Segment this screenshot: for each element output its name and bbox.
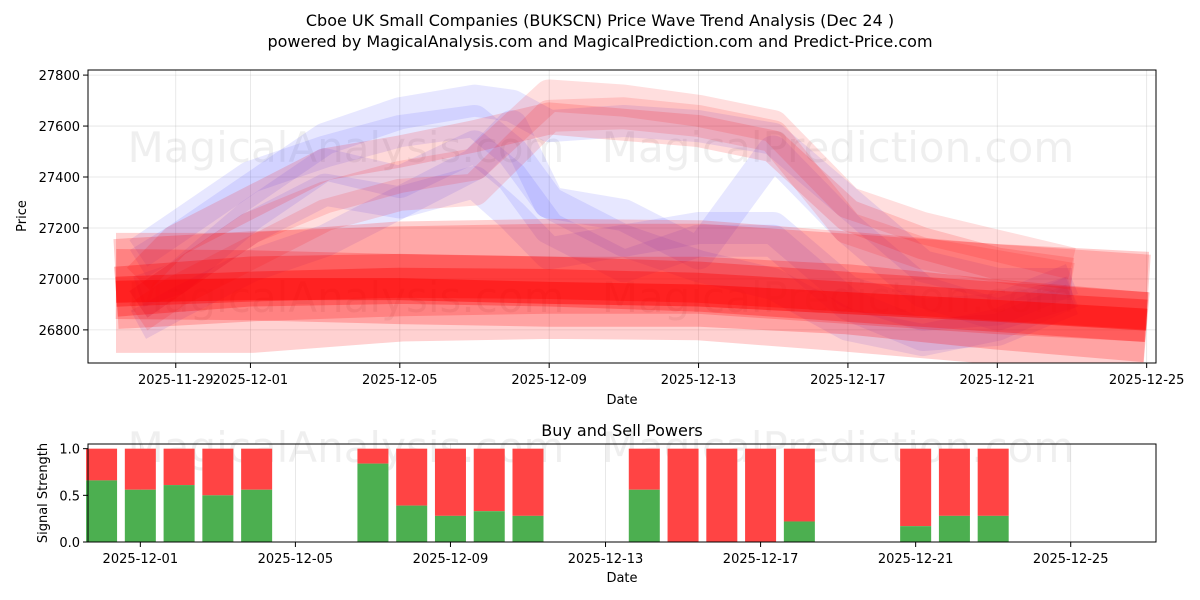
power-x-tick-label: 2025-12-13 bbox=[568, 552, 644, 567]
buy-power-bar bbox=[473, 511, 505, 542]
red-wave-band bbox=[114, 253, 1149, 343]
blue-wave-band bbox=[129, 105, 1079, 331]
price-x-tick-label: 2025-12-25 bbox=[1109, 373, 1185, 388]
price-y-ticks: 26800 27000 27200 27400 27600 27800 bbox=[39, 69, 88, 339]
red-wave-band bbox=[116, 218, 1151, 363]
sell-power-bar bbox=[163, 448, 195, 486]
sell-power-bar bbox=[357, 448, 389, 464]
buy-power-bar bbox=[938, 515, 970, 542]
sell-power-bar bbox=[241, 448, 273, 490]
sell-power-bar bbox=[667, 448, 699, 542]
buy-power-bar bbox=[357, 463, 389, 542]
sell-power-bar bbox=[396, 448, 428, 506]
price-grid bbox=[88, 70, 1156, 363]
price-y-tick-label: 27600 bbox=[39, 120, 80, 135]
buy-power-bar bbox=[434, 515, 466, 542]
price-x-axis-label: Date bbox=[606, 393, 637, 408]
price-x-tick-label: 2025-12-17 bbox=[810, 373, 886, 388]
sell-power-bar bbox=[86, 448, 118, 481]
price-y-tick-label: 27800 bbox=[39, 69, 80, 84]
power-x-ticks: 2025-12-01 2025-12-05 2025-12-09 2025-12-13… bbox=[103, 542, 1109, 567]
power-chart-title: Buy and Sell Powers bbox=[541, 421, 703, 440]
price-bands bbox=[113, 79, 1151, 363]
price-x-tick-label: 2025-12-01 bbox=[213, 373, 289, 388]
power-x-tick-label: 2025-12-05 bbox=[258, 552, 334, 567]
red-wave-band bbox=[115, 278, 1148, 331]
sell-power-bar bbox=[745, 448, 777, 542]
power-y-tick-label: 1.0 bbox=[59, 443, 80, 458]
buy-power-bar bbox=[241, 489, 273, 542]
buy-power-bar bbox=[163, 485, 195, 542]
sell-power-bar bbox=[706, 448, 738, 542]
sell-power-bar bbox=[124, 448, 156, 490]
sell-power-bar bbox=[977, 448, 1009, 516]
buy-power-bar bbox=[202, 495, 234, 542]
price-plot-frame bbox=[87, 69, 1157, 364]
price-x-tick-label: 2025-12-09 bbox=[511, 373, 587, 388]
price-x-tick-label: 2025-12-05 bbox=[362, 373, 438, 388]
red-wave-band bbox=[115, 249, 1150, 363]
red-wave-band bbox=[115, 267, 1148, 330]
power-x-tick-label: 2025-12-01 bbox=[103, 552, 179, 567]
buy-power-bar bbox=[628, 489, 660, 542]
power-x-tick-label: 2025-12-09 bbox=[413, 552, 489, 567]
price-wave-chart: MagicalAnalysis.com MagicalPrediction.co… bbox=[15, 69, 1184, 408]
watermark-prediction-top: MagicalPrediction.com bbox=[602, 123, 1075, 172]
main-subtitle: powered by MagicalAnalysis.com and Magic… bbox=[267, 32, 932, 51]
price-y-tick-label: 26800 bbox=[39, 324, 80, 339]
power-x-tick-label: 2025-12-25 bbox=[1033, 552, 1109, 567]
price-x-tick-label: 2025-12-21 bbox=[960, 373, 1036, 388]
sell-power-bar bbox=[628, 448, 660, 490]
watermark-prediction-mid: MagicalPrediction.com bbox=[602, 273, 1075, 322]
sell-power-bar bbox=[938, 448, 970, 516]
blue-wave-band bbox=[130, 166, 1079, 357]
power-bars bbox=[86, 448, 1009, 542]
buy-power-bar bbox=[86, 480, 118, 542]
power-y-tick-label: 0.5 bbox=[59, 489, 80, 504]
red-wave-band bbox=[113, 223, 1150, 342]
buy-power-bar bbox=[512, 515, 544, 542]
buy-power-bar bbox=[396, 505, 428, 542]
watermark-analysis-mid: MagicalAnalysis.com bbox=[128, 273, 565, 322]
power-plot-frame bbox=[87, 443, 1157, 543]
power-x-tick-label: 2025-12-21 bbox=[878, 552, 954, 567]
power-y-tick-label: 0.0 bbox=[59, 536, 80, 551]
price-x-tick-label: 2025-12-13 bbox=[661, 373, 737, 388]
power-x-axis-label: Date bbox=[606, 571, 637, 586]
buy-sell-power-chart: Buy and Sell Powers MagicalAnalysis.com … bbox=[36, 421, 1157, 586]
price-y-tick-label: 27400 bbox=[39, 171, 80, 186]
buy-power-bar bbox=[124, 489, 156, 542]
red-wave-band bbox=[126, 102, 1075, 291]
buy-power-bar bbox=[900, 526, 932, 542]
red-wave-band bbox=[129, 79, 1076, 318]
watermark-analysis-top: MagicalAnalysis.com bbox=[128, 123, 565, 172]
blue-wave-band bbox=[130, 84, 1072, 300]
power-x-tick-label: 2025-12-17 bbox=[723, 552, 799, 567]
power-y-axis-label: Signal Strength bbox=[36, 443, 51, 543]
price-x-ticks: 2025-11-29 2025-12-01 2025-12-05 2025-12-09… bbox=[138, 363, 1184, 388]
price-y-axis-label: Price bbox=[15, 200, 30, 232]
price-x-tick-label: 2025-11-29 bbox=[138, 373, 214, 388]
sell-power-bar bbox=[512, 448, 544, 516]
blue-wave-band bbox=[129, 130, 1079, 351]
sell-power-bar bbox=[783, 448, 815, 522]
price-y-tick-label: 27200 bbox=[39, 222, 80, 237]
sell-power-bar bbox=[202, 448, 234, 496]
power-y-ticks: 0.0 0.5 1.0 bbox=[59, 443, 88, 551]
price-watermarks: MagicalAnalysis.com MagicalPrediction.co… bbox=[128, 123, 1075, 322]
blue-wave-band bbox=[133, 110, 1077, 331]
sell-power-bar bbox=[434, 448, 466, 516]
price-y-tick-label: 27000 bbox=[39, 273, 80, 288]
buy-power-bar bbox=[783, 521, 815, 542]
sell-power-bar bbox=[900, 448, 932, 527]
sell-power-bar bbox=[473, 448, 505, 512]
buy-power-bar bbox=[977, 515, 1009, 542]
main-title: Cboe UK Small Companies (BUKSCN) Price W… bbox=[306, 11, 894, 30]
red-wave-band bbox=[129, 97, 1075, 331]
price-plot-background bbox=[88, 70, 1156, 363]
